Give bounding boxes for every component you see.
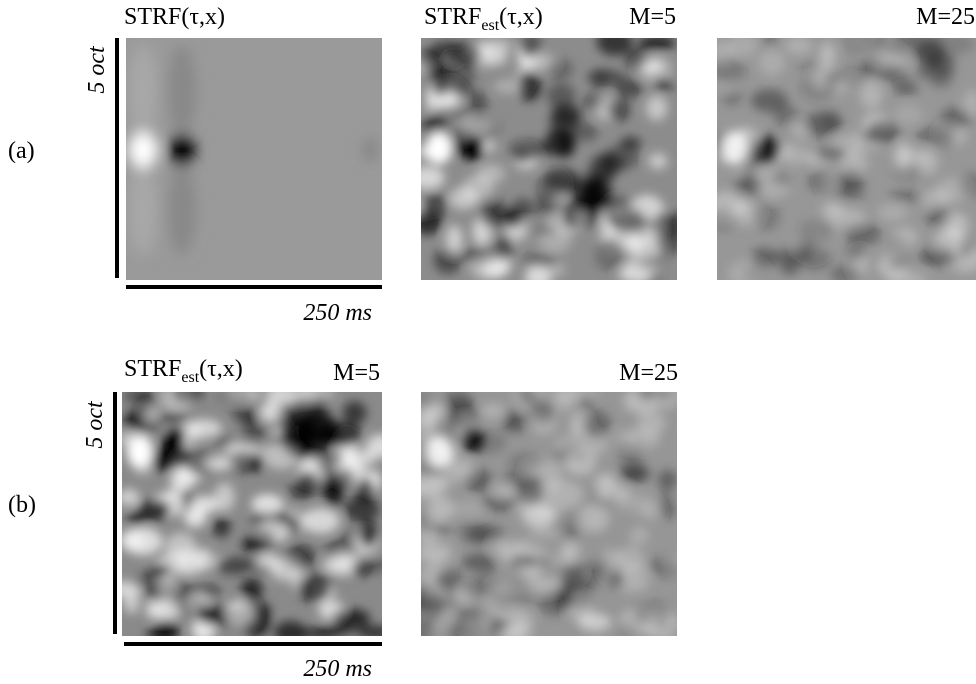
m-label: M=5 [333, 360, 380, 386]
panel-title: STRFest(τ,x) [424, 4, 543, 34]
image-bg [126, 38, 382, 280]
blobs [717, 38, 976, 280]
heatmap-image [122, 392, 382, 636]
x-axis-label: 250 ms [303, 656, 372, 682]
blobs [421, 38, 677, 280]
x-scale-bar [124, 642, 382, 646]
y-axis-label: 5 oct [82, 400, 108, 449]
blobs [128, 45, 375, 255]
heatmap-image [421, 38, 677, 280]
title-main: STRF [124, 356, 181, 382]
x-scale-bar [126, 285, 382, 289]
heatmap-image [421, 392, 677, 636]
title-rest: (τ,x) [499, 4, 543, 30]
y-scale-bar [115, 38, 119, 278]
row-label: (a) [8, 138, 35, 164]
y-axis-label: 5 oct [84, 45, 110, 94]
heatmap-image [717, 38, 976, 280]
m-label: M=25 [916, 4, 975, 30]
title-rest: (τ,x) [199, 356, 243, 382]
title-rest: (τ,x) [181, 4, 225, 30]
title-main: STRF [124, 4, 181, 30]
y-scale-bar [113, 392, 117, 634]
images [122, 38, 976, 636]
panel-title: STRFest(τ,x) [124, 356, 243, 386]
x-axis-label: 250 ms [303, 300, 372, 326]
panel-title: STRF(τ,x) [124, 4, 225, 30]
m-label: M=25 [619, 360, 678, 386]
blobs [421, 392, 677, 636]
row-label: (b) [8, 492, 36, 518]
m-label: M=5 [629, 4, 676, 30]
title-main: STRF [424, 4, 481, 30]
title-sub: est [181, 369, 199, 386]
title-sub: est [481, 17, 499, 34]
blobs [122, 392, 382, 636]
heatmap-image [126, 38, 382, 280]
